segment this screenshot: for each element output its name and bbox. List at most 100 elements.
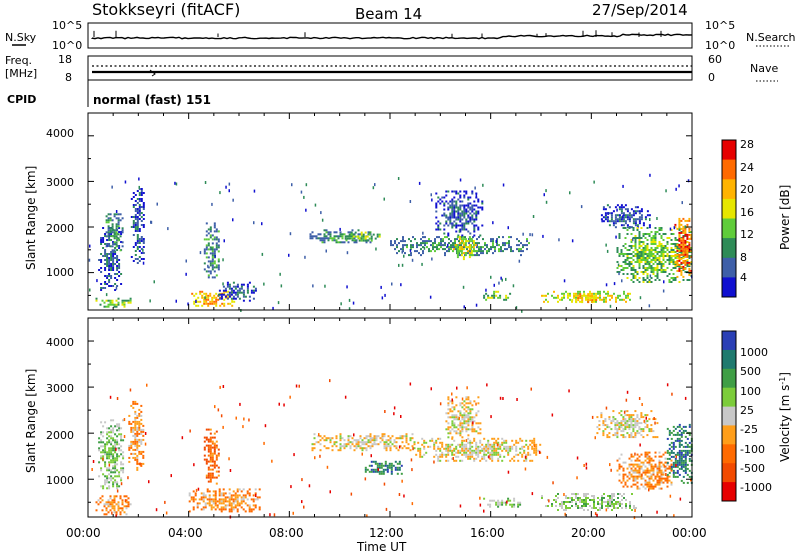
xtick-0000-start: 00:00	[66, 526, 101, 540]
noise-sky-trace	[91, 33, 693, 40]
velocity-colorbar-swatch-3	[722, 387, 736, 408]
velocity-echo-region-10	[541, 493, 637, 511]
velocity-colorbar-swatch-6	[722, 444, 736, 464]
velocity-cb-label-minus25: -25	[740, 423, 758, 436]
velocity-echo-region-1	[98, 419, 125, 490]
power-ylabel: Slant Range [km]	[24, 166, 38, 270]
power-colorbar-title: Power [dB]	[778, 185, 792, 250]
velocity-echo-region-11	[596, 410, 659, 439]
power-colorbar-swatch-1	[722, 159, 736, 180]
velocity-colorbar-swatch-0	[722, 331, 736, 351]
power-colorbar	[721, 139, 737, 298]
power-echo-region-2	[105, 213, 124, 252]
cpid-mode-text: normal (fast) 151	[93, 93, 211, 107]
power-cb-label-12: 12	[740, 228, 754, 241]
power-panel: 4000 3000 2000 1000 Slant Range [km] 28 …	[24, 112, 792, 313]
velocity-ytick-4000: 4000	[46, 336, 74, 349]
power-cb-label-24: 24	[740, 161, 754, 174]
noise-sky-label: N.Sky	[5, 31, 37, 44]
velocity-echo-region-6	[364, 460, 403, 475]
cpid-label: CPID	[7, 93, 36, 106]
xtick-0800: 08:00	[269, 526, 304, 540]
power-echo-region-3	[130, 188, 145, 264]
power-echo-region-16	[616, 227, 693, 283]
velocity-colorbar-swatch-7	[722, 463, 736, 483]
velocity-colorbar-swatch-2	[722, 368, 736, 389]
power-cb-label-16: 16	[740, 206, 754, 219]
noise-left-tick-bottom: 10^0	[52, 39, 82, 52]
velocity-cb-label-minus1000: -1000	[740, 481, 772, 494]
power-ytick-1000: 1000	[46, 266, 74, 279]
noise-spikes	[93, 30, 662, 37]
xaxis-label: Time UT	[356, 540, 407, 554]
power-echo-region-17	[674, 217, 693, 278]
power-colorbar-swatch-0	[722, 140, 736, 161]
power-axis-ticks	[87, 112, 693, 310]
velocity-colorbar-title: Velocity [m s-1]	[778, 372, 793, 462]
xtick-1600: 16:00	[470, 526, 505, 540]
velocity-echo-region-2	[128, 400, 145, 471]
noise-right-tick-top: 10^5	[705, 19, 735, 32]
velocity-panel: 4000 3000 2000 1000 Slant Range [km] 100…	[24, 317, 793, 520]
power-cb-label-28: 28	[740, 138, 754, 151]
velocity-ytick-1000: 1000	[46, 474, 74, 487]
freq-tick-top: 18	[58, 53, 72, 66]
power-echo-region-13	[541, 290, 631, 303]
velocity-colorbar-swatch-8	[722, 482, 736, 502]
velocity-echo-region-9	[483, 497, 522, 508]
freq-tick-bottom: 8	[65, 71, 72, 84]
power-echo-region-12	[483, 290, 512, 301]
velocity-echo-region-12	[616, 451, 673, 490]
station-title: Stokkseyri (fitACF)	[92, 0, 240, 19]
velocity-echo-region-4	[203, 428, 220, 485]
date-label: 27/Sep/2014	[592, 1, 688, 19]
power-ytick-4000: 4000	[46, 127, 74, 140]
power-sparse-echoes	[88, 173, 693, 313]
velocity-echo-region-5	[311, 433, 416, 452]
xtick-1200: 12:00	[369, 526, 404, 540]
power-echo-region-0	[95, 297, 132, 308]
velocity-colorbar-swatch-4	[722, 406, 736, 426]
beam-label: Beam 14	[355, 5, 422, 23]
power-echo-region-15	[600, 204, 651, 229]
power-echo-region-10	[435, 190, 484, 237]
power-echo-region-8	[344, 231, 381, 242]
power-colorbar-swatch-2	[722, 179, 736, 200]
velocity-colorbar-swatch-1	[722, 349, 736, 370]
velocity-ytick-3000: 3000	[46, 382, 74, 395]
power-ytick-2000: 2000	[46, 222, 74, 235]
nave-label: Nave	[750, 62, 778, 75]
frequency-panel: Freq. [MHz] 18 8 60 0 Nave	[5, 53, 778, 84]
velocity-cb-label-25: 25	[740, 404, 754, 417]
velocity-cb-label-minus500: -500	[740, 462, 765, 475]
xtick-2000: 20:00	[571, 526, 606, 540]
power-echo-region-14	[571, 293, 598, 304]
xtick-0400: 04:00	[168, 526, 203, 540]
power-plot-frame	[87, 112, 693, 311]
velocity-sparse-echoes	[91, 379, 692, 520]
time-axis: 00:00 04:00 08:00 12:00 16:00 20:00 00:0…	[66, 526, 707, 554]
power-cb-label-8: 8	[740, 251, 747, 264]
freq-label-line1: Freq.	[5, 54, 32, 67]
power-echo-region-5	[203, 222, 220, 279]
velocity-data-layer	[91, 379, 693, 520]
nave-tick-top: 60	[708, 53, 722, 66]
noise-search-label: N.Search	[746, 31, 796, 44]
velocity-axis-ticks	[87, 317, 693, 517]
power-cb-label-20: 20	[740, 183, 754, 196]
velocity-echo-region-8	[445, 396, 482, 439]
velocity-cb-label-minus100: -100	[740, 443, 765, 456]
freq-label-line2: [MHz]	[5, 67, 37, 80]
power-echo-region-6	[218, 281, 257, 302]
velocity-cb-label-100: 100	[740, 385, 761, 398]
power-echo-region-11	[452, 236, 477, 261]
velocity-echo-region-3	[188, 488, 261, 513]
velocity-colorbar	[721, 330, 737, 502]
velocity-cb-label-1000: 1000	[740, 346, 768, 359]
nave-tick-bottom: 0	[708, 71, 715, 84]
power-colorbar-swatch-5	[722, 238, 736, 259]
velocity-colorbar-swatch-5	[722, 425, 736, 445]
velocity-echo-region-0	[95, 495, 132, 516]
power-colorbar-swatch-4	[722, 218, 736, 239]
